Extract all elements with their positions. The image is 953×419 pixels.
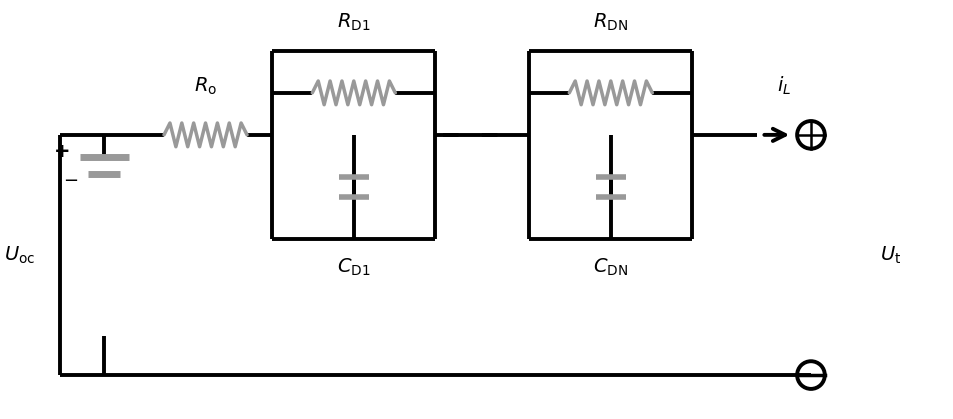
Text: +: + <box>53 142 70 161</box>
Text: $U_{\rm oc}$: $U_{\rm oc}$ <box>4 244 35 266</box>
Text: $R_{\rm DN}$: $R_{\rm DN}$ <box>593 12 628 33</box>
Text: $C_{\rm D1}$: $C_{\rm D1}$ <box>336 256 370 278</box>
Text: $-$: $-$ <box>63 171 78 189</box>
Text: $U_{\rm t}$: $U_{\rm t}$ <box>880 244 901 266</box>
Text: $i_L$: $i_L$ <box>776 75 790 97</box>
Text: $R_{\rm o}$: $R_{\rm o}$ <box>193 76 217 97</box>
Text: $C_{\rm DN}$: $C_{\rm DN}$ <box>593 256 628 278</box>
Text: $R_{\rm D1}$: $R_{\rm D1}$ <box>336 12 370 33</box>
